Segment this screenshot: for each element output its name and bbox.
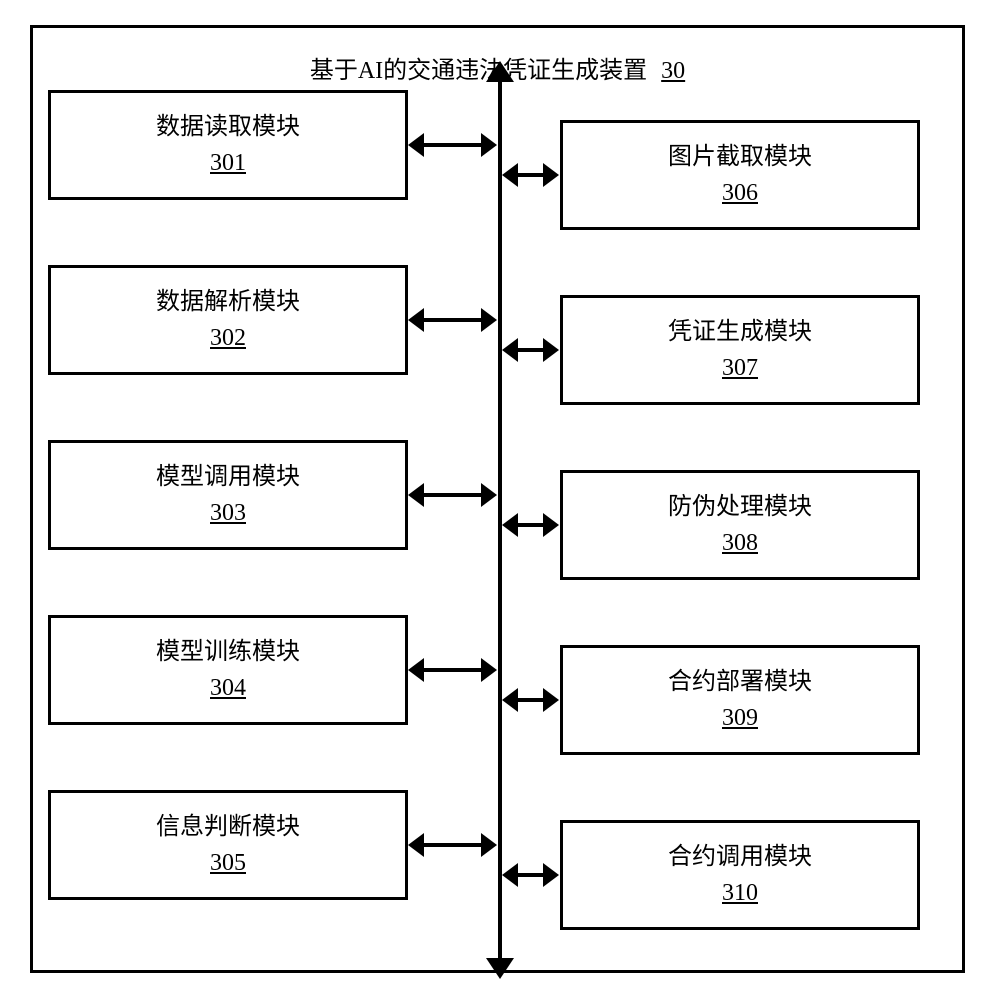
connector-arrow-right-icon <box>481 133 497 157</box>
connector-shaft <box>420 668 486 672</box>
connector-arrow-right-icon <box>543 163 559 187</box>
connector-arrow-right-icon <box>543 338 559 362</box>
connector-arrow-left-icon <box>408 658 424 682</box>
module-label: 凭证生成模块 <box>668 314 812 350</box>
module-number: 301 <box>210 145 246 181</box>
module-label: 信息判断模块 <box>156 809 300 845</box>
module-301: 数据读取模块301 <box>48 90 408 200</box>
connector-arrow-left-icon <box>502 513 518 537</box>
connector-arrow-right-icon <box>481 483 497 507</box>
connector-shaft <box>420 143 486 147</box>
module-305: 信息判断模块305 <box>48 790 408 900</box>
module-308: 防伪处理模块308 <box>560 470 920 580</box>
connector-arrow-right-icon <box>481 308 497 332</box>
module-number: 304 <box>210 670 246 706</box>
connector-arrow-left-icon <box>408 308 424 332</box>
module-304: 模型训练模块304 <box>48 615 408 725</box>
module-306: 图片截取模块306 <box>560 120 920 230</box>
connector-shaft <box>420 843 486 847</box>
module-310: 合约调用模块310 <box>560 820 920 930</box>
connector-arrow-left-icon <box>502 163 518 187</box>
module-label: 数据读取模块 <box>156 109 300 145</box>
connector-shaft <box>420 493 486 497</box>
axis-arrow-up-icon <box>486 61 514 82</box>
connector-arrow-right-icon <box>543 688 559 712</box>
connector-arrow-right-icon <box>481 833 497 857</box>
connector-arrow-left-icon <box>408 133 424 157</box>
connector-shaft <box>420 318 486 322</box>
connector-arrow-left-icon <box>502 338 518 362</box>
module-307: 凭证生成模块307 <box>560 295 920 405</box>
module-label: 数据解析模块 <box>156 284 300 320</box>
module-label: 合约调用模块 <box>668 839 812 875</box>
module-303: 模型调用模块303 <box>48 440 408 550</box>
module-number: 302 <box>210 320 246 356</box>
module-number: 309 <box>722 700 758 736</box>
connector-arrow-left-icon <box>502 863 518 887</box>
connector-arrow-right-icon <box>543 863 559 887</box>
connector-arrow-right-icon <box>481 658 497 682</box>
connector-arrow-left-icon <box>408 833 424 857</box>
module-number: 303 <box>210 495 246 531</box>
module-number: 310 <box>722 875 758 911</box>
module-number: 306 <box>722 175 758 211</box>
module-label: 模型调用模块 <box>156 459 300 495</box>
module-label: 模型训练模块 <box>156 634 300 670</box>
connector-arrow-right-icon <box>543 513 559 537</box>
module-number: 307 <box>722 350 758 386</box>
connector-arrow-left-icon <box>408 483 424 507</box>
module-302: 数据解析模块302 <box>48 265 408 375</box>
axis-arrow-down-icon <box>486 958 514 979</box>
module-label: 防伪处理模块 <box>668 489 812 525</box>
connector-arrow-left-icon <box>502 688 518 712</box>
module-label: 图片截取模块 <box>668 139 812 175</box>
module-label: 合约部署模块 <box>668 664 812 700</box>
module-number: 305 <box>210 845 246 881</box>
diagram-title-number: 30 <box>661 58 685 84</box>
diagram-title: 基于AI的交通违法凭证生成装置 <box>310 58 647 84</box>
module-number: 308 <box>722 525 758 561</box>
module-309: 合约部署模块309 <box>560 645 920 755</box>
